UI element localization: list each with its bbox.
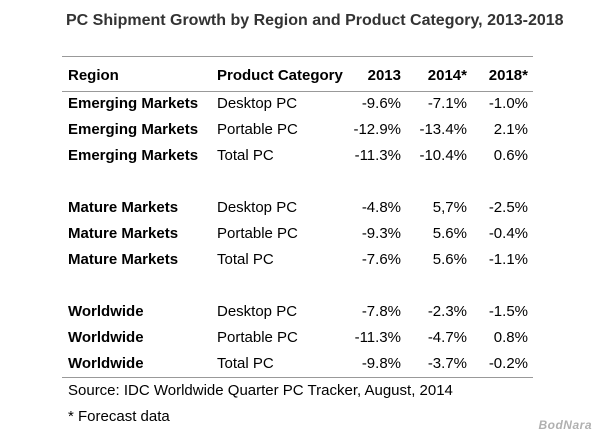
cell-2018: -1.5%: [488, 303, 528, 320]
cell-2014: -4.7%: [427, 329, 467, 346]
row-category: Total PC: [217, 355, 274, 372]
row-category: Portable PC: [217, 121, 298, 138]
header-category: Product Category: [217, 67, 343, 84]
row-category: Portable PC: [217, 225, 298, 242]
cell-2013: -9.8%: [361, 355, 401, 372]
header-rule: [62, 91, 533, 92]
row-category: Portable PC: [217, 329, 298, 346]
cell-2018: -1.1%: [488, 251, 528, 268]
cell-2018: 0.6%: [493, 147, 528, 164]
row-category: Desktop PC: [217, 303, 298, 320]
cell-2013: -7.6%: [361, 251, 401, 268]
cell-2013: -11.3%: [354, 329, 401, 346]
cell-2014: 5,7%: [432, 199, 467, 216]
header-2013: 2013: [367, 67, 401, 84]
row-region: Worldwide: [68, 355, 144, 372]
row-region: Mature Markets: [68, 225, 179, 242]
cell-2018: -1.0%: [488, 95, 528, 112]
cell-2013: -12.9%: [353, 121, 401, 138]
row-category: Desktop PC: [217, 199, 298, 216]
row-region: Mature Markets: [68, 251, 179, 268]
cell-2018: 2.1%: [493, 121, 528, 138]
cell-2013: -7.8%: [361, 303, 401, 320]
cell-2014: -13.4%: [419, 121, 467, 138]
row-category: Total PC: [217, 147, 274, 164]
row-region: Emerging Markets: [68, 147, 199, 164]
cell-2018: -0.2%: [488, 355, 528, 372]
cell-2013: -11.3%: [354, 147, 401, 164]
cell-2018: 0.8%: [493, 329, 528, 346]
bottom-rule: [62, 377, 533, 378]
source-note: Source: IDC Worldwide Quarter PC Tracker…: [68, 382, 453, 399]
row-region: Mature Markets: [68, 199, 179, 216]
header-2014: 2014*: [427, 67, 467, 84]
cell-2013: -9.6%: [361, 95, 401, 112]
cell-2014: 5.6%: [432, 225, 467, 242]
cell-2014: -2.3%: [427, 303, 467, 320]
row-region: Emerging Markets: [68, 95, 199, 112]
cell-2014: 5.6%: [432, 251, 467, 268]
header-2018: 2018*: [488, 67, 528, 84]
row-category: Total PC: [217, 251, 274, 268]
cell-2018: -0.4%: [488, 225, 528, 242]
row-region: Emerging Markets: [68, 121, 199, 138]
cell-2014: -10.4%: [419, 147, 467, 164]
cell-2014: -7.1%: [427, 95, 467, 112]
row-region: Worldwide: [68, 303, 144, 320]
cell-2013: -9.3%: [361, 225, 401, 242]
footnote: * Forecast data: [68, 408, 170, 425]
row-region: Worldwide: [68, 329, 144, 346]
cell-2014: -3.7%: [427, 355, 467, 372]
header-region: Region: [68, 67, 119, 84]
top-rule: [62, 56, 533, 57]
row-category: Desktop PC: [217, 95, 298, 112]
watermark-logo: BodNara: [538, 418, 592, 432]
cell-2013: -4.8%: [361, 199, 401, 216]
cell-2018: -2.5%: [488, 199, 528, 216]
table-title: PC Shipment Growth by Region and Product…: [66, 12, 564, 29]
